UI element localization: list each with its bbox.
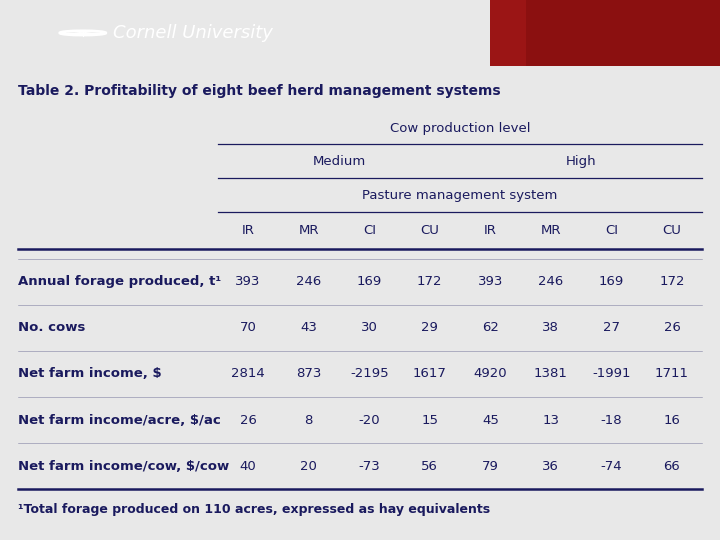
Text: 393: 393 [235, 275, 261, 288]
Text: CU: CU [662, 224, 681, 237]
Text: -1991: -1991 [592, 367, 631, 380]
Text: 26: 26 [664, 321, 680, 334]
Text: 45: 45 [482, 414, 499, 427]
Text: ¹Total forage produced on 110 acres, expressed as hay equivalents: ¹Total forage produced on 110 acres, exp… [18, 503, 490, 516]
Text: 873: 873 [296, 367, 321, 380]
Text: 172: 172 [660, 275, 685, 288]
Text: Net farm income/cow, $/cow: Net farm income/cow, $/cow [18, 460, 229, 472]
Text: 30: 30 [361, 321, 378, 334]
Text: 16: 16 [664, 414, 680, 427]
Text: 62: 62 [482, 321, 499, 334]
Text: MR: MR [299, 224, 319, 237]
Text: Annual forage produced, t¹: Annual forage produced, t¹ [18, 275, 221, 288]
Text: 1381: 1381 [534, 367, 568, 380]
Text: -18: -18 [600, 414, 622, 427]
Text: Cornell University: Cornell University [113, 24, 273, 42]
Text: CU: CU [420, 224, 439, 237]
Text: -20: -20 [359, 414, 380, 427]
Text: 27: 27 [603, 321, 620, 334]
Text: 169: 169 [356, 275, 382, 288]
Text: 2814: 2814 [231, 367, 265, 380]
Circle shape [63, 31, 102, 35]
Text: -2195: -2195 [350, 367, 389, 380]
Text: CI: CI [363, 224, 376, 237]
Text: 1711: 1711 [655, 367, 689, 380]
Text: Table 2. Profitability of eight beef herd management systems: Table 2. Profitability of eight beef her… [18, 84, 500, 98]
Text: IR: IR [484, 224, 497, 237]
Text: Net farm income, $: Net farm income, $ [18, 367, 161, 380]
Text: 169: 169 [599, 275, 624, 288]
Text: 38: 38 [542, 321, 559, 334]
Text: 36: 36 [542, 460, 559, 472]
Text: -73: -73 [359, 460, 380, 472]
Text: 4920: 4920 [474, 367, 507, 380]
Text: Cow production level: Cow production level [390, 122, 531, 135]
Text: 246: 246 [296, 275, 321, 288]
Text: 40: 40 [240, 460, 256, 472]
Text: 66: 66 [664, 460, 680, 472]
Text: 43: 43 [300, 321, 317, 334]
Text: Net farm income/acre, $/ac: Net farm income/acre, $/ac [18, 414, 220, 427]
Text: 13: 13 [542, 414, 559, 427]
Bar [490, 0, 526, 66]
Text: -74: -74 [600, 460, 622, 472]
Text: No. cows: No. cows [18, 321, 85, 334]
Text: 172: 172 [417, 275, 443, 288]
Text: CI: CI [605, 224, 618, 237]
Text: 8: 8 [305, 414, 313, 427]
Text: IR: IR [242, 224, 255, 237]
Text: 56: 56 [421, 460, 438, 472]
Text: 79: 79 [482, 460, 499, 472]
Text: 20: 20 [300, 460, 317, 472]
Text: 246: 246 [539, 275, 564, 288]
Text: 26: 26 [240, 414, 256, 427]
Text: High: High [566, 155, 596, 168]
Text: 1617: 1617 [413, 367, 446, 380]
Text: Medium: Medium [312, 155, 366, 168]
Text: 29: 29 [421, 321, 438, 334]
Text: 70: 70 [240, 321, 256, 334]
Text: Pasture management system: Pasture management system [362, 189, 558, 202]
Text: 15: 15 [421, 414, 438, 427]
Text: MR: MR [541, 224, 561, 237]
Text: 393: 393 [477, 275, 503, 288]
Bar [518, 0, 720, 66]
